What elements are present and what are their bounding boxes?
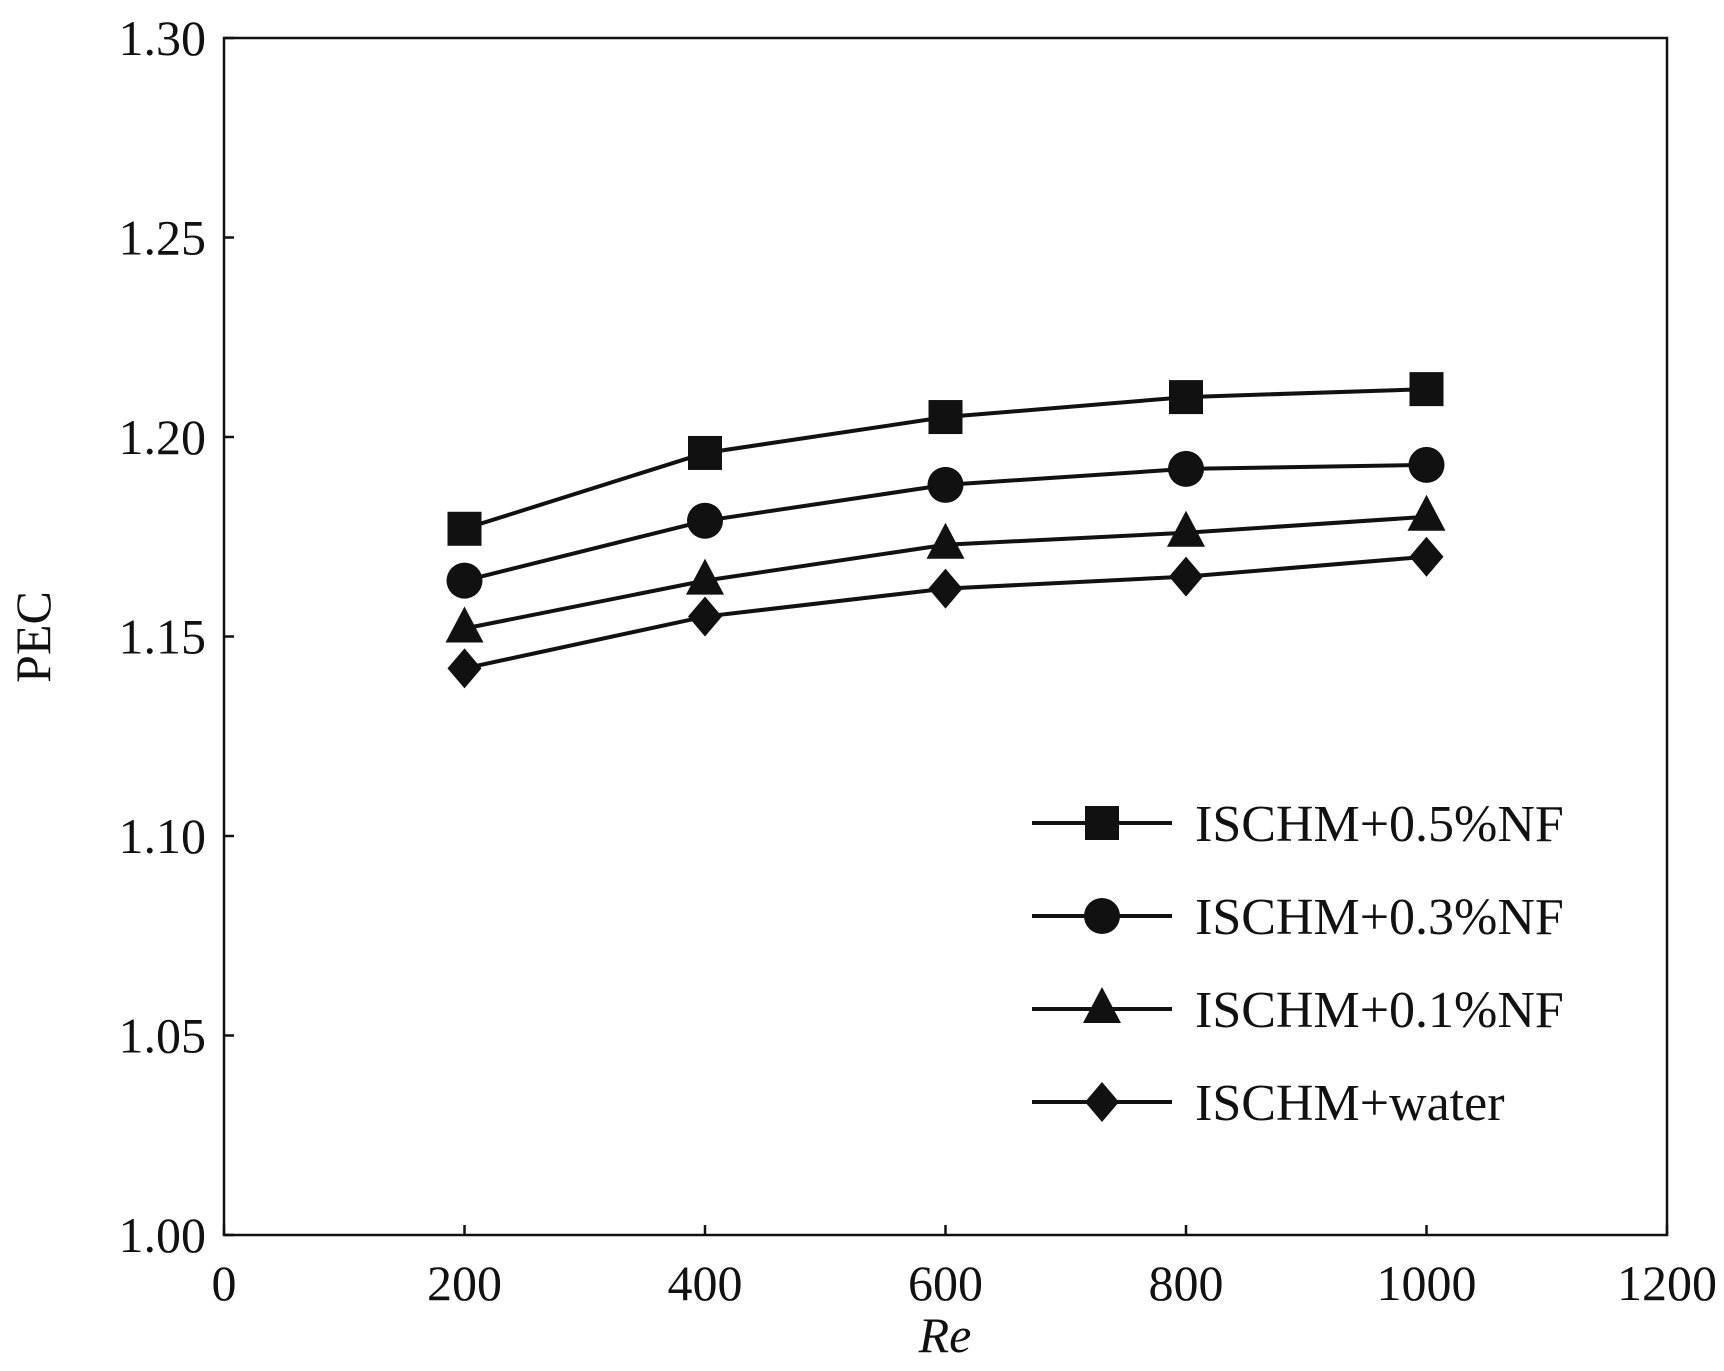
x-axis-label: Re [918,1307,972,1363]
y-tick-label: 1.30 [119,10,207,66]
circle-marker [446,562,483,599]
diamond-marker [1409,536,1444,577]
triangle-marker [1167,510,1205,547]
legend-item: ISCHM+water [1032,1075,1505,1132]
y-tick-label: 1.05 [119,1008,207,1064]
legend-item: ISCHM+0.1%NF [1032,982,1564,1039]
circle-marker [687,502,723,539]
diamond-marker [688,596,722,637]
series-circle [446,446,1445,599]
circle-marker [1408,446,1445,483]
series-triangle [445,494,1446,643]
diamond-marker [1169,556,1203,597]
series-diamond [447,536,1444,689]
legend-label: ISCHM+water [1195,1075,1505,1132]
legend-label: ISCHM+0.3%NF [1195,889,1564,946]
circle-marker [1168,450,1204,487]
y-tick-label: 1.25 [119,210,207,266]
x-tick-label: 600 [908,1255,983,1311]
diamond-marker [928,568,963,609]
triangle-marker [445,606,484,643]
square-marker [688,435,722,470]
triangle-marker [1407,494,1446,531]
y-tick-label: 1.10 [119,808,207,864]
diamond-marker [447,648,482,689]
x-tick-label: 800 [1149,1255,1224,1311]
square-marker [1085,806,1119,840]
legend-item: ISCHM+0.3%NF [1032,889,1564,946]
x-tick-label: 1000 [1377,1255,1477,1311]
circle-marker [927,466,964,503]
circle-marker [1084,898,1120,934]
square-marker [928,400,963,435]
x-tick-label: 200 [427,1255,502,1311]
plot-frame [222,36,1669,1237]
legend-item: ISCHM+0.5%NF [1032,796,1564,853]
square-marker [1169,380,1203,415]
triangle-marker [926,522,965,559]
x-tick-label: 0 [212,1255,237,1311]
diamond-marker [1085,1082,1119,1122]
square-marker [447,511,482,546]
series-square [447,372,1444,546]
legend-label: ISCHM+0.1%NF [1195,982,1564,1039]
y-axis-label: PEC [5,591,61,683]
y-tick-label: 1.00 [119,1207,207,1263]
legend: ISCHM+0.5%NF ISCHM+0.3%NF ISCHM+0.1%NF ISCH… [1032,796,1564,1132]
triangle-marker [1083,987,1121,1023]
axes: 0 200 400 600 800 1000 1200 1.00 1.05 1.10 1.15 1.2… [119,10,1718,1311]
y-tick-label: 1.20 [119,409,207,465]
square-marker [1409,372,1444,407]
x-tick-label: 400 [668,1255,743,1311]
series-group [445,372,1446,689]
triangle-marker [686,558,724,595]
x-tick-label: 1200 [1617,1255,1717,1311]
legend-label: ISCHM+0.5%NF [1195,796,1564,853]
y-tick-label: 1.15 [119,609,207,665]
